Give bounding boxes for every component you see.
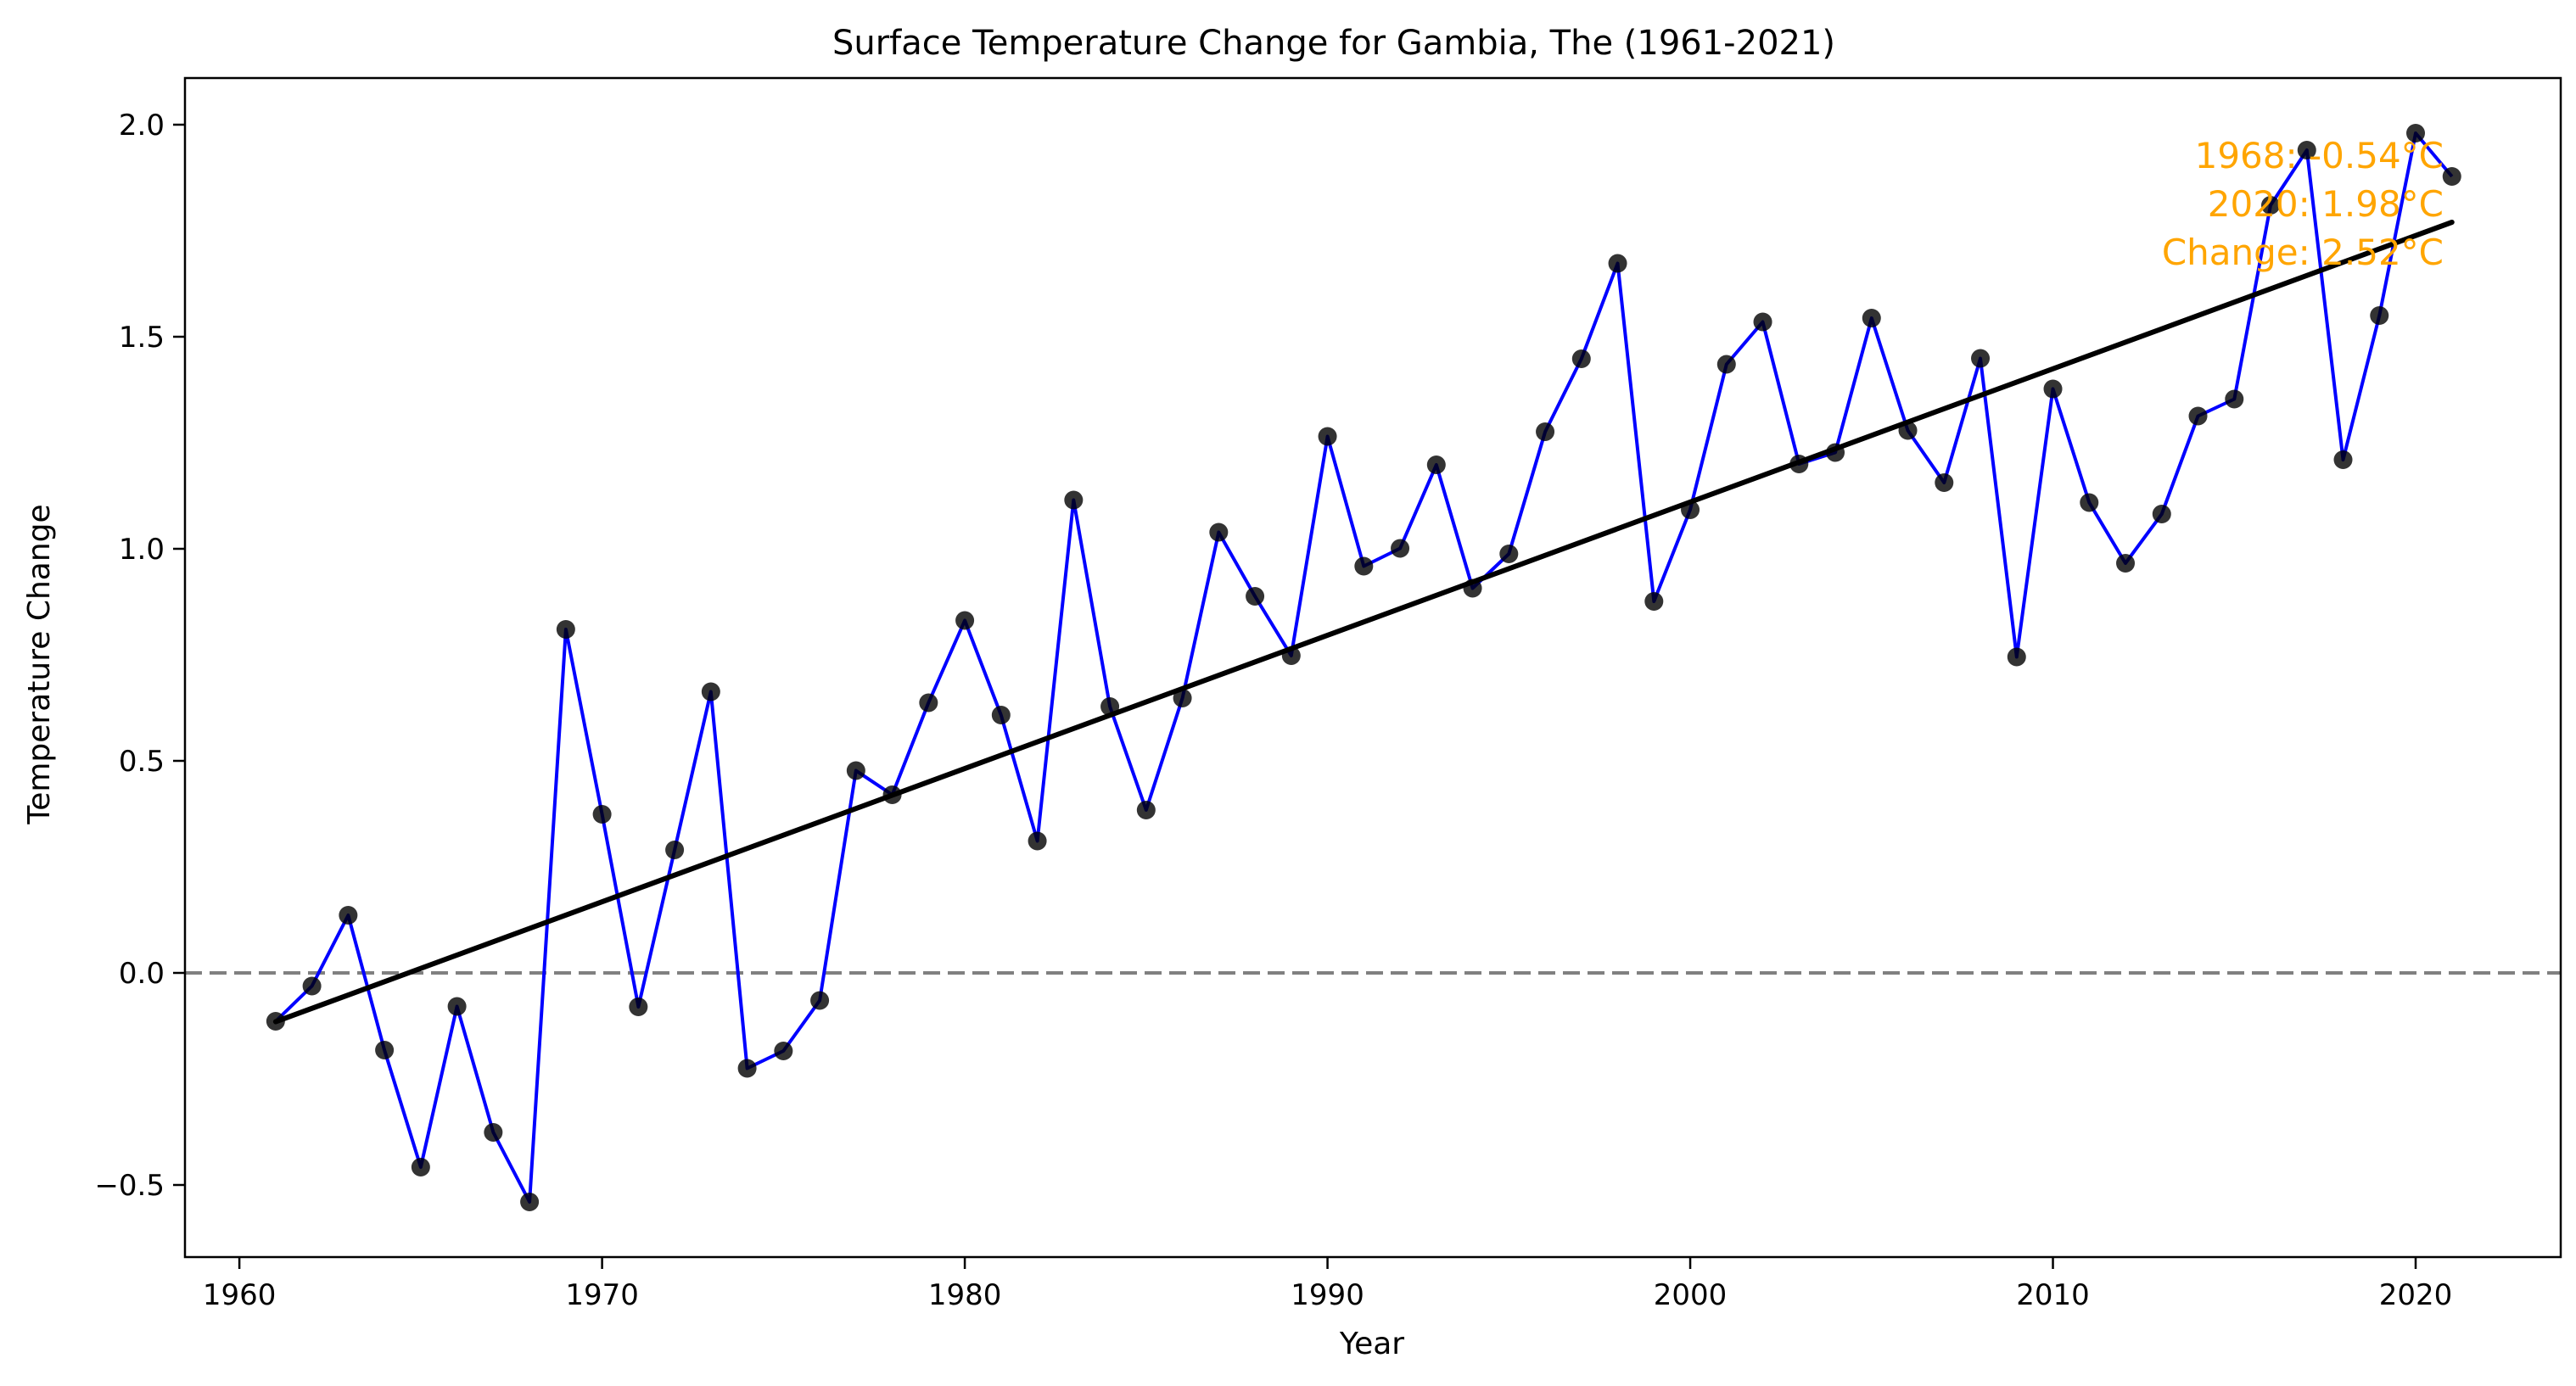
x-tick-label: 2020	[2379, 1278, 2453, 1312]
chart-title: Surface Temperature Change for Gambia, T…	[832, 24, 1835, 63]
data-point	[629, 998, 648, 1016]
y-tick-label: 0.5	[119, 745, 165, 779]
x-axis-label: Year	[1339, 1327, 1404, 1361]
data-point	[1862, 309, 1881, 327]
data-point	[955, 611, 975, 630]
data-point	[2297, 141, 2316, 159]
x-tick-label: 2010	[2016, 1278, 2090, 1312]
data-point	[2080, 493, 2099, 512]
data-point	[2442, 167, 2461, 186]
data-point	[1571, 349, 1591, 368]
x-tick-label: 1980	[928, 1278, 1002, 1312]
annotation-text: Change: 2.52°C	[2162, 232, 2444, 273]
annotation-text: 2020: 1.98°C	[2208, 183, 2444, 225]
data-point	[2116, 554, 2136, 573]
y-axis-label: Temperature Change	[22, 504, 57, 824]
data-point	[1136, 801, 1156, 819]
data-point	[1064, 490, 1084, 510]
data-point	[2152, 505, 2171, 523]
data-point	[2225, 389, 2244, 409]
y-tick-label: 1.5	[119, 321, 165, 355]
data-point	[1391, 539, 1410, 558]
data-point	[846, 761, 865, 780]
x-tick-label: 1970	[565, 1278, 639, 1312]
data-point	[339, 906, 358, 925]
data-point	[2370, 306, 2389, 325]
data-point	[991, 706, 1011, 724]
data-point	[1318, 427, 1337, 446]
data-point	[520, 1193, 540, 1211]
data-point	[1173, 689, 1192, 707]
data-point	[484, 1123, 503, 1142]
plot-frame	[183, 76, 2562, 1259]
data-point	[810, 991, 830, 1010]
data-point	[1028, 831, 1047, 851]
y-tick-label: −0.5	[94, 1169, 165, 1203]
data-point	[1644, 592, 1664, 611]
data-point	[411, 1158, 430, 1176]
x-tick-label: 1990	[1291, 1278, 1364, 1312]
data-point	[2188, 406, 2208, 426]
data-point	[1536, 422, 1555, 441]
data-point	[2333, 450, 2353, 469]
x-tick-label: 2000	[1654, 1278, 1728, 1312]
data-point	[302, 976, 322, 996]
x-tick-label: 1960	[203, 1278, 277, 1312]
data-point	[1354, 556, 1374, 576]
data-point	[2043, 379, 2063, 399]
data-point	[701, 682, 720, 701]
data-point	[1608, 254, 1627, 273]
data-point	[375, 1041, 395, 1059]
data-point	[2261, 196, 2281, 215]
temperature-series-line	[274, 131, 2454, 1204]
data-point	[1246, 587, 1265, 606]
data-point	[1716, 355, 1736, 374]
data-point	[1753, 312, 1772, 332]
annotation-text: 1968: -0.54°C	[2195, 135, 2444, 176]
data-point	[447, 997, 467, 1016]
data-point	[1971, 349, 1991, 368]
y-tick-label: 2.0	[119, 109, 165, 143]
data-point	[919, 693, 938, 713]
data-point	[737, 1059, 757, 1078]
data-point	[1426, 455, 1446, 474]
data-point	[774, 1042, 793, 1060]
data-point	[592, 805, 612, 824]
data-point	[2406, 124, 2426, 143]
data-point	[2007, 647, 2026, 667]
trend-line	[272, 220, 2455, 1025]
data-point	[665, 841, 685, 859]
y-tick-label: 0.0	[119, 957, 165, 991]
y-tick-label: 1.0	[119, 533, 165, 567]
data-point	[1209, 523, 1229, 542]
data-point	[556, 620, 575, 639]
data-point	[1935, 473, 1954, 492]
data-point	[1499, 545, 1519, 563]
